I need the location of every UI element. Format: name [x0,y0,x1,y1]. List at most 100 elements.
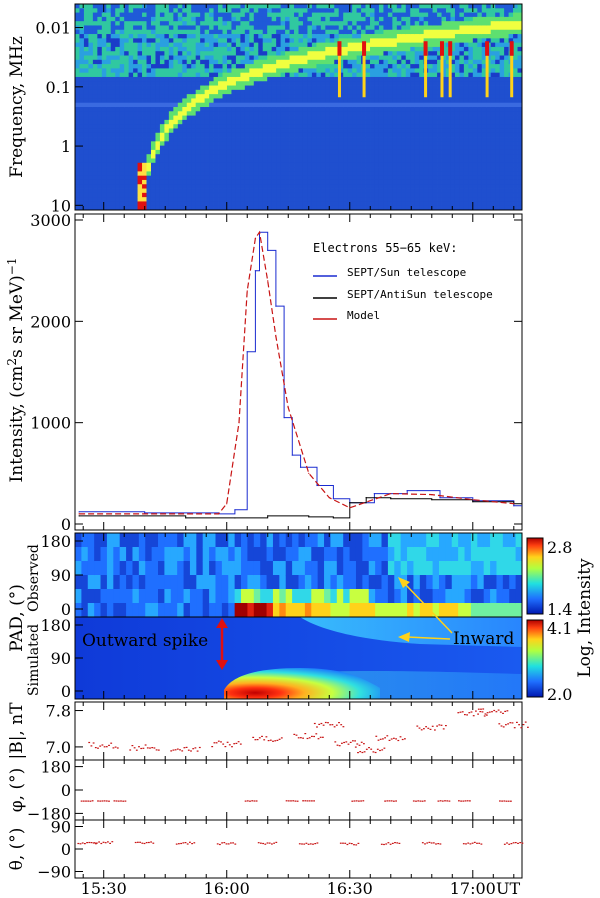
spectrogram-cell [285,171,290,177]
spectrogram-cell [499,34,505,39]
spectrogram-cell [182,4,188,9]
spectrogram-cell [410,107,416,112]
intensity-point-sun [439,497,441,499]
spectrogram-cell [235,81,241,86]
spectrogram-cell [191,16,197,22]
spectrogram-cell [481,145,487,151]
spectrogram-cell [110,119,116,125]
spectrogram-cell [101,197,107,202]
spectrogram-cell [410,197,416,202]
spectrogram-cell [285,38,290,44]
spectrogram-cell [168,16,174,22]
spectrogram-cell [320,46,326,52]
spectrogram-cell [276,145,282,151]
spectrogram-cell [182,154,188,159]
spectrogram-cell [142,111,147,116]
spectrogram-cell [463,171,469,177]
spectrogram-cell [150,175,156,181]
spectrogram-cell [177,68,183,74]
spectrogram-cell [365,85,371,91]
spectrogram-cell [481,12,487,18]
spectrogram-cell [329,4,335,9]
spectrogram-cell [347,46,353,52]
spectrogram-cell [155,137,161,142]
spectrogram-cell [124,205,130,211]
spectrogram-cell [387,145,393,151]
spectrogram-cell [204,171,210,177]
spectrogram-cell [343,201,349,207]
spectrogram-cell [146,8,152,13]
spectrogram-cell [325,205,331,211]
spectrogram-cell [231,89,237,95]
spectrogram-cell [115,4,121,9]
spectrogram-cell [182,175,188,181]
spectrogram-cell [222,59,228,65]
spectrogram-cell [83,59,89,65]
spectrogram-cell [338,76,344,82]
spectrogram-cell [329,89,335,95]
spectrogram-cell [150,124,156,129]
spectrogram-cell [343,119,349,125]
spectrogram-cell [146,72,152,78]
spectrogram-cell [432,12,438,18]
spectrogram-cell [325,21,331,26]
spectrogram-cell [200,12,206,18]
spectrogram-cell [204,175,210,181]
spectrogram-cell [195,111,201,116]
spectrogram-cell [356,184,362,189]
spectrogram-cell [119,42,125,48]
spectrogram-cell [177,124,183,129]
spectrogram-cell [370,59,375,65]
spectrogram-cell [191,132,197,138]
spectrogram-cell [334,76,340,82]
spectrogram-cell [164,141,170,147]
spectrogram-cell [396,201,402,207]
spectrogram-cell [173,76,179,82]
spectrogram-cell [226,85,232,91]
spectrogram-cell [463,175,469,181]
spectrogram-cell [383,201,389,207]
pad-observed-cell [81,575,89,590]
spectrogram-cell [450,46,456,52]
spectrogram-cell [347,171,353,177]
spectrogram-cell [124,107,130,112]
spectrogram-cell [146,85,152,91]
spectrogram-cell [97,4,103,9]
spectrogram-cell [110,68,116,74]
spectrogram-cell [92,59,98,65]
spectrogram-cell [459,141,465,147]
spectrogram-cell [311,149,317,155]
spectrogram-cell [271,76,277,82]
spectrogram-cell [249,141,255,147]
spectrogram-cell [370,162,375,168]
spectrogram-cell [213,72,219,78]
spectrogram-cell [124,145,130,151]
spectrogram-cell [316,141,322,147]
spectrogram-cell [173,29,179,35]
spectrogram-cell [392,162,398,168]
spectrogram-cell [423,137,429,142]
spectrogram-cell [124,132,130,138]
spectrogram-cell [209,81,214,86]
spectrogram-cell [155,188,161,194]
intensity-point-model [246,290,248,292]
spectrogram-cell [79,158,85,164]
spectrogram-cell [508,107,514,112]
spectrogram-cell [83,149,89,155]
spectrogram-cell [209,188,214,194]
spectrogram-cell [294,201,299,207]
spectrogram-cell [88,68,94,74]
spectrogram-cell [419,154,425,159]
spectrogram-cell [325,132,331,138]
spectrogram-cell [401,167,407,172]
spectrogram-cell [508,12,514,18]
spectrogram-cell [164,76,170,82]
spectrogram-cell [499,115,505,121]
spectrogram-cell [401,141,407,147]
spectrogram-cell [334,197,340,202]
spectrogram-cell [316,188,322,194]
pad-observed-cell [158,589,165,604]
spectrogram-cell [459,132,465,138]
spectrogram-cell [115,145,121,151]
spectrogram-cell [329,55,335,61]
